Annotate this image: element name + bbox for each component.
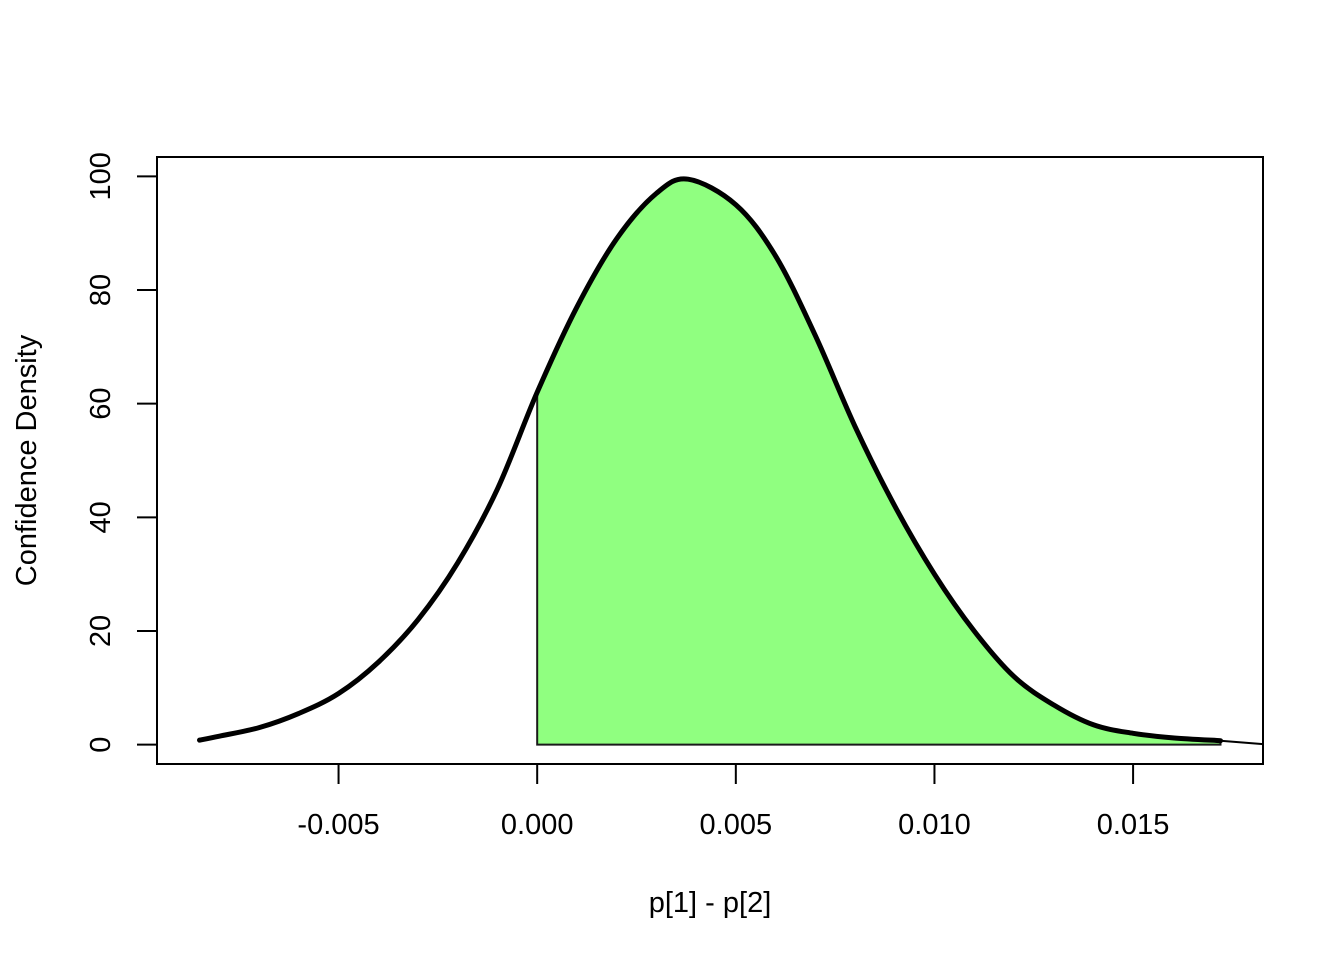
y-tick-label: 0 — [85, 737, 117, 753]
x-tick-label: 0.015 — [1097, 809, 1170, 841]
x-tick-label: 0.000 — [501, 809, 574, 841]
y-tick-label: 60 — [85, 388, 117, 420]
density-tail-line — [1220, 739, 1264, 746]
x-tick-label: 0.005 — [700, 809, 773, 841]
x-tick-label: -0.005 — [297, 809, 379, 841]
y-tick-label: 20 — [85, 615, 117, 647]
y-tick-label: 40 — [85, 501, 117, 533]
x-axis-label: p[1] - p[2] — [649, 887, 772, 919]
y-axis: 0 20 40 60 80 100 — [85, 152, 158, 753]
x-tick-label: 0.010 — [898, 809, 971, 841]
confidence-shaded-area — [536, 177, 1222, 746]
y-tick-label: 100 — [85, 152, 117, 200]
density-curve — [197, 176, 1223, 744]
x-axis: -0.005 0.000 0.005 0.010 0.015 — [297, 764, 1169, 841]
y-axis-label: Confidence Density — [11, 334, 43, 586]
y-tick-label: 80 — [85, 274, 117, 306]
